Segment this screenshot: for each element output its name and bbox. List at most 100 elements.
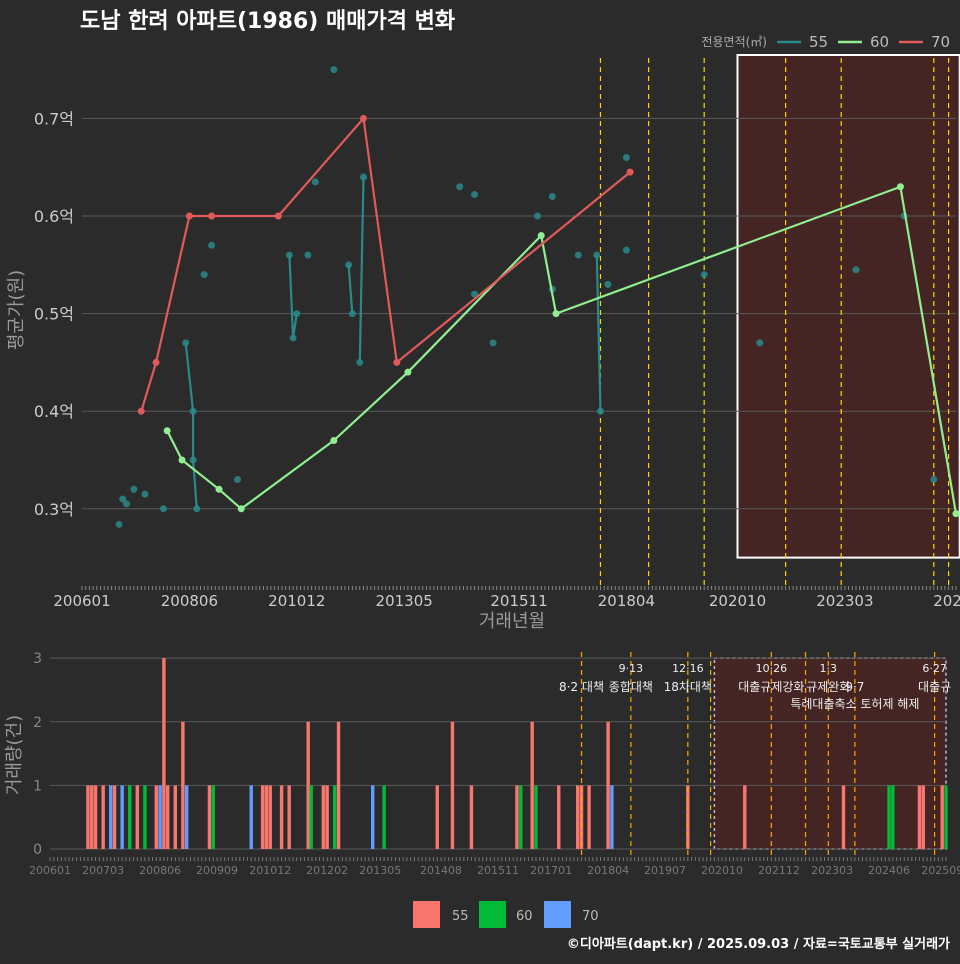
volume-bar-60 xyxy=(534,785,538,849)
volume-bar-55 xyxy=(743,785,747,849)
volume-bar-55 xyxy=(260,785,265,849)
price-x-tick-label: 201012 xyxy=(268,592,325,610)
volume-x-tick-label: 202112 xyxy=(758,864,800,877)
volume-bar-55 xyxy=(173,785,177,849)
volume-bar-60 xyxy=(891,785,895,849)
price-point-55 xyxy=(548,193,556,201)
price-line-70 xyxy=(140,117,631,412)
volume-policy-label: 종합대책 xyxy=(609,679,653,694)
price-line-55 xyxy=(595,255,602,412)
price-point-55 xyxy=(456,183,464,191)
volume-policy-label: 9·13 xyxy=(619,662,644,675)
volume-x-tick-label: 201511 xyxy=(477,864,519,877)
volume-bar-60 xyxy=(309,785,313,849)
volume-policy-label: 12·16 xyxy=(672,662,704,675)
price-line-55 xyxy=(184,342,198,509)
volume-y-tick-label: 1 xyxy=(33,778,42,794)
volume-bar-55 xyxy=(435,785,439,849)
legend-label-60: 60 xyxy=(870,33,889,51)
volume-bar-55 xyxy=(90,785,94,849)
volume-bar-55 xyxy=(606,721,610,849)
volume-bar-70 xyxy=(120,785,124,849)
price-x-axis-title: 거래년월 xyxy=(479,611,545,632)
volume-policy-label: 대출규제강화 xyxy=(738,680,804,694)
price-point-55 xyxy=(200,271,208,279)
volume-bar-55 xyxy=(86,785,90,849)
volume-bar-55 xyxy=(306,721,310,849)
volume-bar-55 xyxy=(515,785,519,849)
price-point-55 xyxy=(534,212,542,220)
price-y-tick-label: 0.3억 xyxy=(34,500,74,519)
volume-bar-55 xyxy=(162,658,166,849)
volume-x-tick-label: 200909 xyxy=(196,864,238,877)
volume-bar-60 xyxy=(519,785,523,849)
price-point-55 xyxy=(234,476,242,484)
volume-highlight-region xyxy=(713,657,947,850)
volume-policy-label: 10·26 xyxy=(756,662,788,675)
price-point-55 xyxy=(193,505,201,513)
volume-x-tick-label: 201012 xyxy=(249,864,291,877)
volume-x-tick-label: 201305 xyxy=(359,864,401,877)
volume-legend-swatch-70 xyxy=(544,901,571,928)
price-point-55 xyxy=(574,251,582,259)
volume-x-tick-label: 200601 xyxy=(29,864,71,877)
volume-x-tick-label: 202406 xyxy=(868,864,910,877)
price-highlight-region xyxy=(736,54,960,559)
volume-policy-label: 6·27 xyxy=(922,662,947,675)
price-y-tick-label: 0.6억 xyxy=(34,207,74,226)
volume-panel: 0 1 2 3 8·2 대책 9·13 종합대책 12·16 18차대책 10·26 대출규제강화 1… xyxy=(29,651,960,877)
volume-x-tick-label: 202010 xyxy=(701,864,743,877)
volume-y-tick-label: 2 xyxy=(33,715,42,731)
volume-bar-70 xyxy=(610,785,614,849)
volume-y-tick-label: 0 xyxy=(33,842,42,858)
volume-legend-label-60: 60 xyxy=(516,909,533,924)
price-point-55 xyxy=(471,290,479,298)
volume-bar-55 xyxy=(181,721,185,849)
price-point-55 xyxy=(622,153,630,161)
volume-bar-55 xyxy=(336,721,341,849)
volume-policy-label: 특례대출축소 토허제 해제 xyxy=(790,697,919,711)
volume-policy-label: 1·3 xyxy=(820,662,838,675)
price-x-tick-label: 202010 xyxy=(709,592,766,610)
volume-bar-60 xyxy=(887,785,891,849)
volume-bar-70 xyxy=(158,785,162,849)
volume-legend-swatch-55 xyxy=(413,901,440,928)
volume-bar-55 xyxy=(917,785,922,849)
volume-x-tick-label: 201202 xyxy=(306,864,348,877)
price-point-55 xyxy=(311,178,319,186)
price-point-55 xyxy=(593,251,601,259)
price-x-tick-label: 201511 xyxy=(490,592,547,610)
volume-bar-55 xyxy=(165,785,170,849)
volume-bar-55 xyxy=(287,785,291,849)
price-y-tick-label: 0.5억 xyxy=(34,305,74,324)
volume-bar-55 xyxy=(940,785,944,849)
volume-legend-swatch-60 xyxy=(479,901,506,928)
price-line-55 xyxy=(358,176,365,363)
volume-bar-55 xyxy=(921,785,925,849)
price-x-tick-label: 201804 xyxy=(598,592,655,610)
legend-label-70: 70 xyxy=(931,33,950,51)
volume-x-tick-label: 201408 xyxy=(420,864,462,877)
volume-bar-55 xyxy=(264,785,269,849)
price-y-axis-title: 평균가(원) xyxy=(6,270,27,350)
volume-bar-55 xyxy=(530,721,534,849)
volume-bar-55 xyxy=(841,785,846,849)
volume-x-tick-label: 200703 xyxy=(82,864,124,877)
volume-legend-label-55: 55 xyxy=(452,909,469,924)
price-point-70 xyxy=(137,407,145,415)
volume-bar-55 xyxy=(321,785,326,849)
volume-bar-60 xyxy=(143,785,147,849)
volume-bar-55 xyxy=(557,785,561,849)
volume-x-tick-label: 201907 xyxy=(644,864,686,877)
price-line-60 xyxy=(166,185,958,514)
volume-bar-70 xyxy=(109,785,113,849)
volume-policy-label: 규제완화 xyxy=(806,680,850,694)
price-point-55 xyxy=(348,310,356,318)
price-point-55 xyxy=(285,251,293,259)
volume-policy-label: 대출규 xyxy=(918,680,951,694)
price-point-55 xyxy=(930,476,938,484)
volume-bar-55 xyxy=(154,785,159,849)
volume-bar-55 xyxy=(112,785,117,849)
